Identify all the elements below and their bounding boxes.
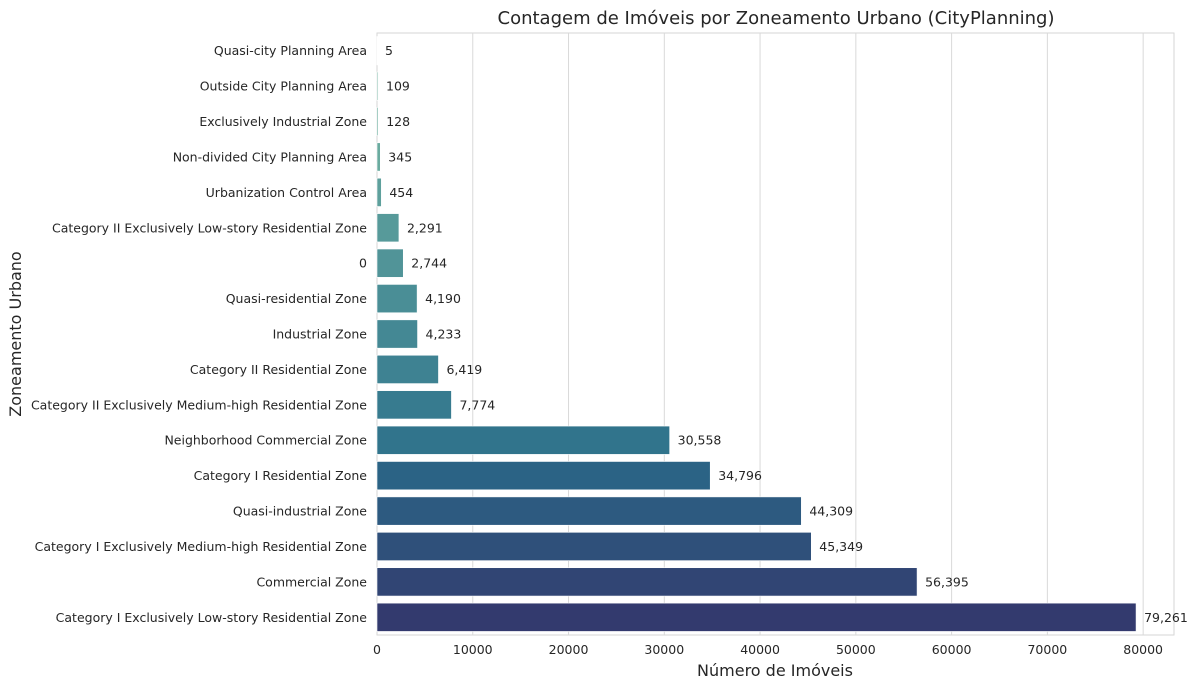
y-tick-label: Category II Residential Zone [190, 362, 367, 377]
y-tick-label: Category I Residential Zone [194, 468, 368, 483]
data-label: 44,309 [809, 504, 853, 519]
data-label: 79,261 [1144, 610, 1188, 625]
x-tick-label: 80000 [1123, 642, 1163, 657]
data-label: 4,190 [425, 291, 461, 306]
data-label: 45,349 [819, 539, 863, 554]
chart-title: Contagem de Imóveis por Zoneamento Urban… [498, 8, 1055, 29]
y-tick-label: Category II Exclusively Low-story Reside… [52, 220, 367, 235]
x-tick-labels: 0 10000 20000 30000 40000 50000 60000 70000 8000… [373, 642, 1163, 657]
x-tick-label: 40000 [740, 642, 780, 657]
y-tick-label: Non-divided City Planning Area [173, 149, 367, 164]
data-label: 4,233 [426, 327, 462, 342]
y-tick-labels: Quasi-city Planning Area Outside City Pla… [31, 43, 367, 625]
y-tick-label: Quasi-industrial Zone [233, 504, 367, 519]
x-tick-label: 70000 [1027, 642, 1067, 657]
bar [376, 390, 452, 420]
data-labels: 5 109 128 345 454 2,291 2,744 4,190 4,233 6,419 7,… [385, 43, 1188, 625]
bar [376, 567, 918, 597]
bar [376, 107, 379, 136]
x-tick-label: 20000 [549, 642, 589, 657]
y-tick-label: Category I Exclusively Low-story Residen… [56, 610, 368, 625]
bar [376, 71, 379, 101]
bar [376, 213, 400, 243]
y-tick-label: Outside City Planning Area [200, 79, 367, 94]
data-label: 128 [386, 114, 410, 129]
bar [376, 36, 378, 66]
y-tick-label: 0 [359, 256, 367, 271]
data-label: 5 [385, 43, 393, 58]
bar [376, 177, 382, 207]
data-label: 109 [386, 79, 410, 94]
y-tick-label: Exclusively Industrial Zone [199, 114, 367, 129]
x-tick-label: 0 [373, 642, 381, 657]
data-label: 454 [389, 185, 413, 200]
data-label: 2,744 [411, 256, 447, 271]
y-tick-label: Urbanization Control Area [206, 185, 367, 200]
x-tick-label: 60000 [932, 642, 972, 657]
data-label: 2,291 [407, 220, 443, 235]
x-axis-label: Número de Imóveis [697, 661, 853, 680]
data-label: 7,774 [459, 397, 495, 412]
data-label: 6,419 [446, 362, 482, 377]
bar [376, 142, 381, 172]
y-tick-label: Industrial Zone [273, 327, 368, 342]
bar [376, 496, 802, 526]
x-tick-label: 50000 [836, 642, 876, 657]
bars [376, 36, 1137, 632]
bar [376, 425, 670, 455]
data-label: 56,395 [925, 574, 969, 589]
y-tick-label: Neighborhood Commercial Zone [164, 433, 367, 448]
bar [376, 461, 711, 491]
y-tick-label: Commercial Zone [256, 574, 367, 589]
y-tick-label: Category II Exclusively Medium-high Resi… [31, 397, 367, 412]
data-label: 30,558 [678, 433, 722, 448]
y-tick-label: Quasi-residential Zone [226, 291, 368, 306]
y-axis-label: Zoneamento Urbano [6, 251, 25, 416]
y-tick-label: Category I Exclusively Medium-high Resid… [35, 539, 368, 554]
bar [376, 354, 439, 384]
data-label: 34,796 [718, 468, 762, 483]
bar [376, 284, 418, 314]
x-tick-label: 30000 [644, 642, 684, 657]
bar [376, 248, 404, 278]
y-tick-label: Quasi-city Planning Area [214, 43, 367, 58]
bar [376, 602, 1137, 632]
bar [376, 319, 418, 349]
data-label: 345 [388, 149, 412, 164]
bar [376, 532, 812, 561]
x-tick-label: 10000 [453, 642, 493, 657]
